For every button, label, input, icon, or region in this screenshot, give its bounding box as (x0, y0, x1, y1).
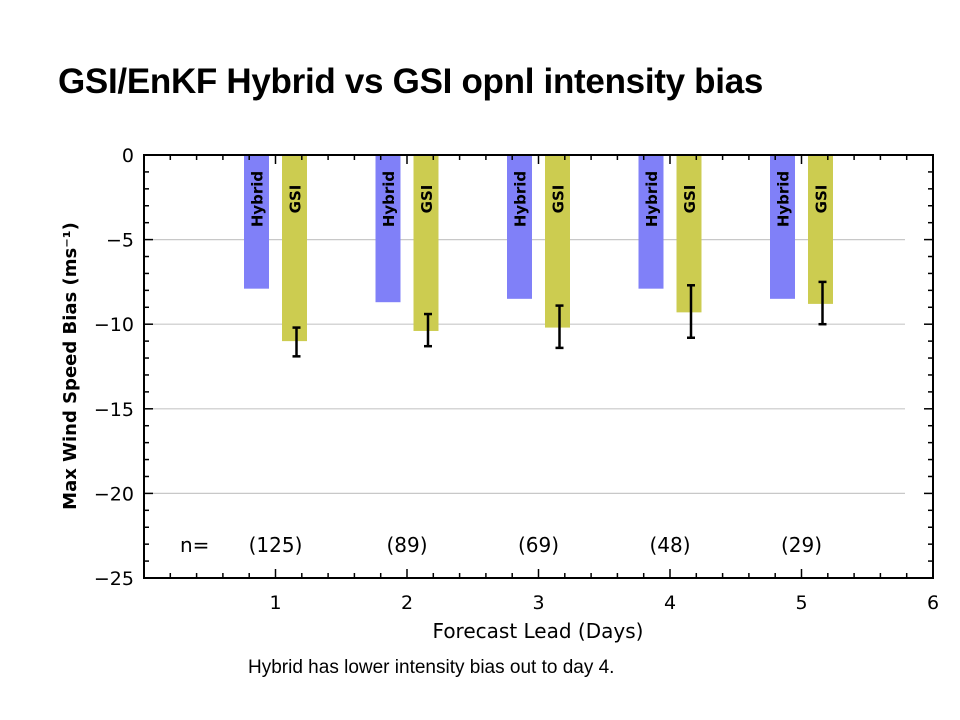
slide-title: GSI/EnKF Hybrid vs GSI opnl intensity bi… (58, 62, 764, 101)
y-tick-label: −10 (94, 314, 134, 336)
y-tick-label: −15 (94, 399, 134, 421)
y-axis-label: Max Wind Speed Bias (ms⁻¹) (60, 222, 81, 510)
bar-hybrid-day-4 (638, 155, 664, 289)
x-tick-label: 1 (269, 592, 281, 614)
bar-series-label: GSI (681, 185, 699, 214)
x-tick-label: 6 (927, 592, 939, 614)
bar-series-label: Hybrid (249, 171, 267, 227)
bar-series-label: GSI (813, 185, 831, 214)
bar-series-label: GSI (287, 185, 305, 214)
y-tick-label: −5 (106, 230, 134, 252)
error-bars (292, 280, 827, 358)
bar-series-label: GSI (550, 185, 568, 214)
n-label: n= (180, 533, 209, 557)
slide-caption: Hybrid has lower intensity bias out to d… (248, 657, 615, 678)
x-tick-label: 4 (664, 592, 676, 614)
bar-gsi-day-2 (413, 155, 439, 331)
bar-gsi-day-4 (676, 155, 702, 313)
y-tick-label: −20 (94, 483, 134, 505)
bar-hybrid-day-1 (244, 155, 269, 289)
x-axis-label: Forecast Lead (Days) (433, 619, 644, 643)
sample-size-labels: n= (125) (89) (69) (48) (29) (180, 533, 822, 557)
bar-series-label: Hybrid (512, 171, 530, 227)
y-tick-label: −25 (94, 568, 134, 590)
bar-hybrid-day-2 (375, 155, 401, 303)
sample-size-label: (29) (781, 533, 822, 557)
bar-gsi-day-1 (282, 155, 307, 342)
sample-size-label: (69) (518, 533, 559, 557)
x-tick-label: 2 (401, 592, 413, 614)
bar-gsi-day-5 (808, 155, 833, 304)
y-tick-label: 0 (122, 145, 134, 167)
bar-series-label: Hybrid (643, 171, 661, 227)
y-tick-labels: 0 −5 −10 −15 −20 −25 (94, 145, 134, 590)
x-tick-label: 5 (795, 592, 807, 614)
bar-series-label: GSI (418, 185, 436, 214)
axis-ticks (143, 154, 934, 579)
x-tick-label: 3 (532, 592, 544, 614)
bar-hybrid-day-3 (507, 155, 532, 299)
bar-gsi-day-3 (545, 155, 570, 328)
sample-size-label: (48) (649, 533, 690, 557)
bar-series-label: Hybrid (380, 171, 398, 227)
bars: Hybrid Hybrid Hybrid Hybrid Hybrid GSI GSI GSI G… (244, 155, 833, 342)
sample-size-label: (125) (249, 533, 303, 557)
bar-hybrid-day-5 (770, 155, 795, 299)
x-tick-labels: 1 2 3 4 5 6 (269, 592, 939, 614)
sample-size-label: (89) (386, 533, 427, 557)
bar-series-label: Hybrid (775, 171, 793, 227)
